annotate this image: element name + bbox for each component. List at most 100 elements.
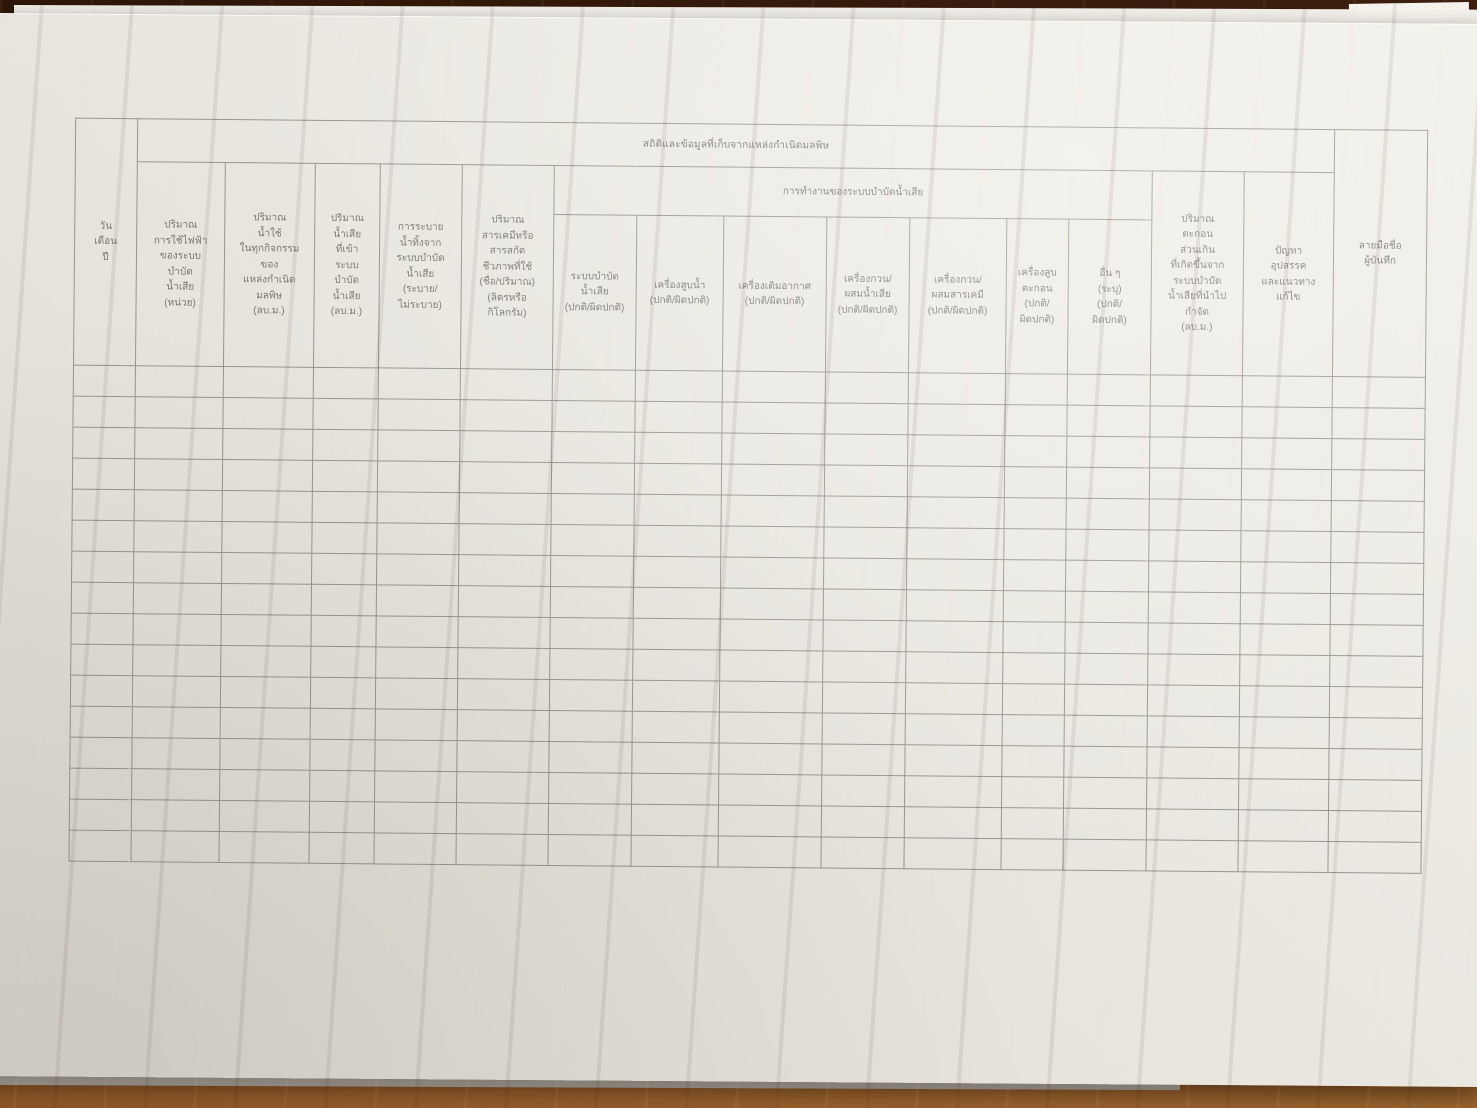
empty-cell [1002, 652, 1065, 685]
empty-cell [1332, 376, 1426, 409]
empty-cell [1148, 560, 1241, 593]
empty-cell [1066, 405, 1151, 437]
empty-cell [721, 495, 825, 527]
empty-cell [72, 458, 135, 490]
empty-cell [1330, 531, 1425, 564]
empty-cell [720, 526, 825, 558]
empty-cell [1003, 590, 1066, 623]
empty-cell [220, 676, 311, 709]
empty-cell [1329, 655, 1423, 688]
empty-cell [822, 681, 906, 714]
empty-cell [70, 613, 134, 645]
empty-cell [1147, 653, 1240, 686]
empty-cell [312, 491, 378, 523]
empty-cell [1002, 683, 1065, 716]
empty-cell [457, 678, 550, 711]
empty-cell [1146, 777, 1239, 810]
empty-cell [1002, 621, 1066, 654]
empty-cell [824, 464, 908, 497]
empty-cell [1149, 467, 1242, 500]
empty-cell [1063, 808, 1147, 840]
empty-cell [459, 461, 552, 494]
empty-cell [1004, 466, 1067, 499]
empty-cell [549, 710, 633, 743]
empty-cell [71, 582, 134, 614]
empty-cell [823, 588, 907, 621]
empty-cell [1063, 746, 1148, 778]
empty-cell [904, 744, 1003, 777]
empty-cell [134, 489, 223, 522]
empty-cell [134, 396, 224, 429]
empty-cell [1001, 776, 1064, 809]
empty-cell [133, 551, 222, 584]
empty-cell [722, 371, 826, 403]
empty-cell [634, 401, 723, 434]
empty-cell [1148, 529, 1242, 562]
header-sub-aerator: เครื่องเติมอากาศ (ปกติ/ผิดปกติ) [722, 216, 827, 372]
empty-cell [719, 619, 824, 651]
empty-cell [456, 740, 550, 773]
empty-cell [552, 369, 636, 402]
empty-cell [376, 522, 460, 555]
empty-cell [907, 496, 1005, 529]
empty-cell [634, 494, 722, 527]
empty-cell [908, 372, 1006, 405]
empty-cell [823, 526, 908, 559]
empty-cell [1149, 498, 1242, 531]
empty-cell [220, 645, 311, 678]
empty-cell [1063, 777, 1147, 809]
empty-cell [549, 648, 633, 681]
empty-cell [459, 430, 552, 463]
empty-cell [635, 370, 723, 403]
empty-cell [378, 367, 461, 400]
empty-cell [1003, 528, 1067, 561]
header-sub-other: อื่น ๆ (ระบุ) (ปกติ/ ผิดปกติ) [1067, 219, 1152, 375]
empty-cell [457, 616, 551, 649]
empty-cell [377, 429, 460, 462]
empty-cell [312, 429, 378, 461]
empty-cell [375, 708, 458, 741]
empty-cell [720, 557, 824, 589]
empty-cell [903, 837, 1002, 870]
empty-cell [374, 770, 457, 803]
empty-cell [906, 589, 1004, 622]
empty-cell [221, 521, 313, 554]
empty-cell [1328, 810, 1422, 843]
empty-cell [218, 831, 310, 864]
empty-cell [547, 834, 632, 867]
empty-cell [458, 585, 551, 618]
empty-cell [134, 458, 223, 491]
empty-cell [1330, 593, 1424, 626]
empty-cell [69, 768, 132, 800]
empty-cell [131, 737, 221, 770]
empty-cell [905, 651, 1003, 684]
empty-cell [134, 427, 223, 460]
header-sub-wastewater-mixer: เครื่องกวน/ ผสมน้ำเสีย (ปกติ/ผิดปกติ) [825, 216, 910, 373]
empty-cell [1329, 686, 1423, 719]
empty-cell [70, 675, 133, 707]
empty-cell [133, 582, 222, 615]
empty-cell [376, 584, 459, 617]
empty-cell [549, 617, 634, 650]
empty-cell [1237, 840, 1329, 873]
empty-cell [132, 644, 221, 677]
empty-cell [1148, 591, 1241, 624]
empty-cell [1240, 592, 1331, 625]
empty-cell [1331, 469, 1425, 502]
empty-cell [373, 832, 457, 865]
header-electricity: ปริมาณ การใช้ไฟฟ้า ของระบบ บำบัด น้ำเสีย… [135, 161, 226, 367]
empty-cell [377, 491, 460, 524]
empty-cell [308, 832, 375, 864]
header-sub-sludge-pump: เครื่องสูบ ตะกอน (ปกติ/ ผิดปกติ) [1005, 218, 1069, 375]
header-sub-system: ระบบบำบัด น้ำเสีย (ปกติ/ผิดปกติ) [552, 214, 637, 371]
empty-cell [1238, 747, 1330, 780]
empty-cell [132, 706, 221, 739]
empty-cell [820, 836, 905, 869]
empty-cell [904, 775, 1002, 808]
empty-cell [374, 739, 458, 772]
empty-cell [1064, 684, 1148, 716]
empty-cell [1147, 622, 1241, 655]
empty-cell [1329, 624, 1424, 657]
empty-cell [824, 433, 908, 466]
empty-cell [219, 800, 310, 833]
